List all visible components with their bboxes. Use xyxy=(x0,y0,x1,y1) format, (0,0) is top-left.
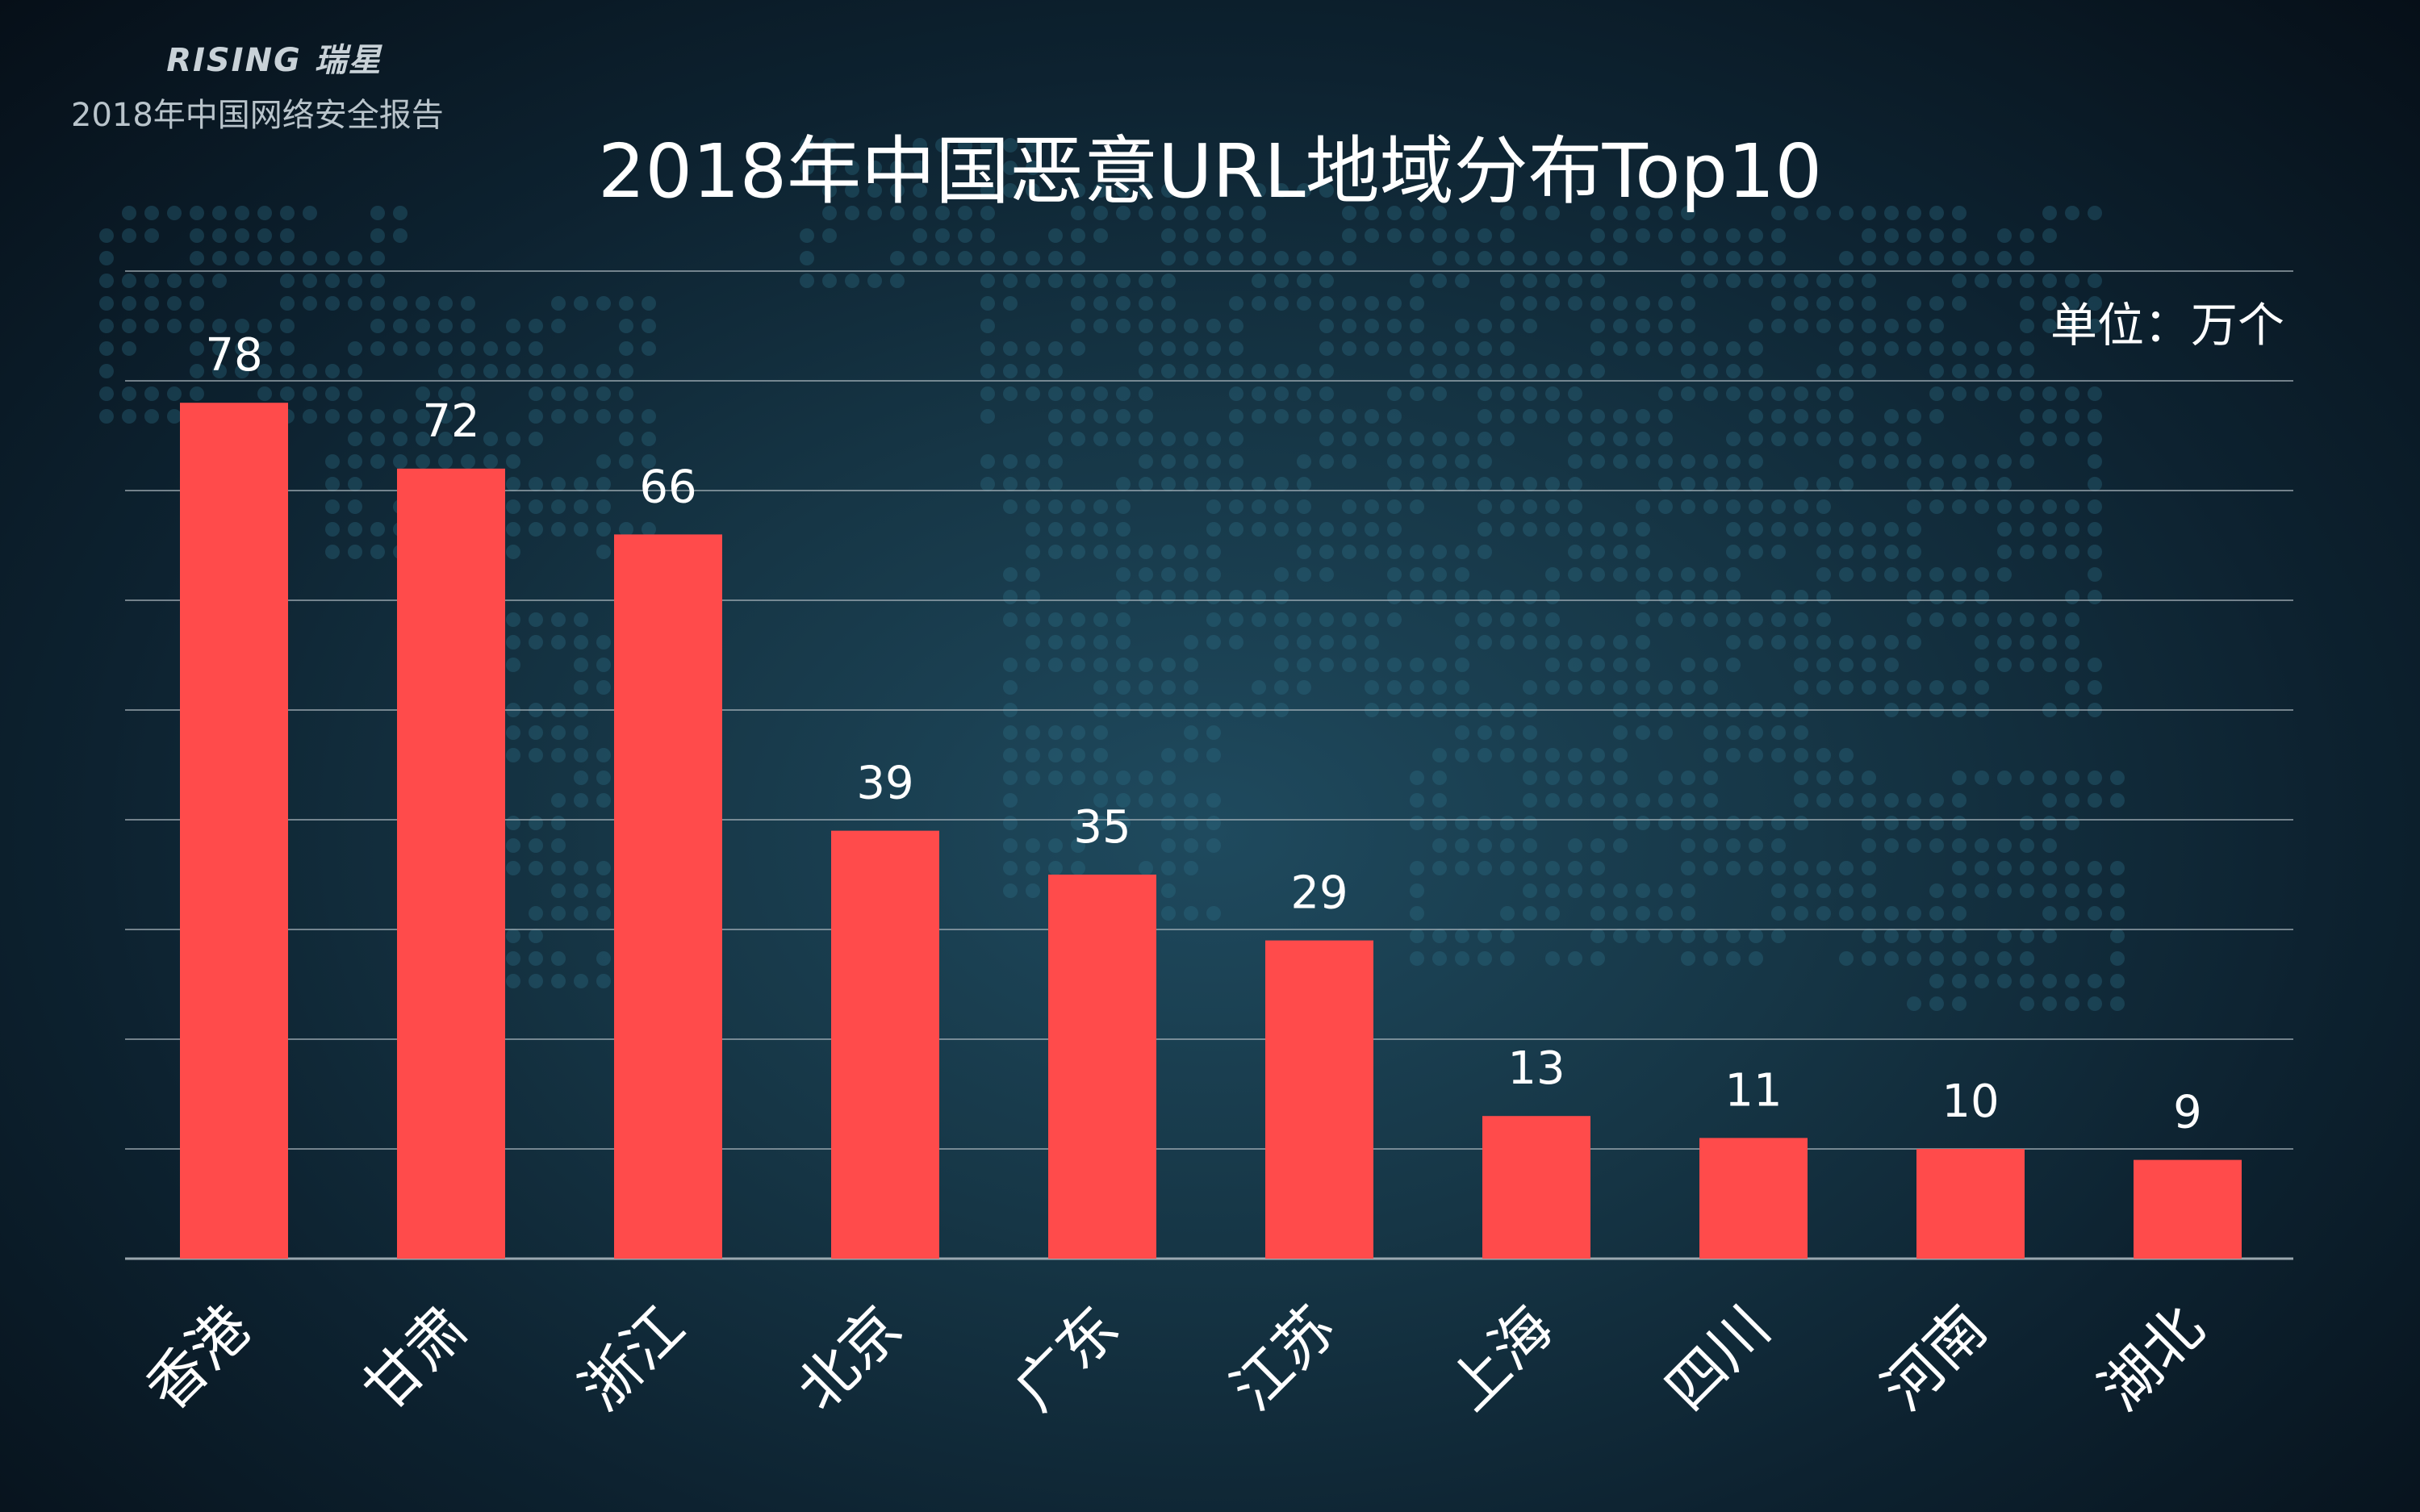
bar-6 xyxy=(1265,940,1373,1259)
x-tick-label-9: 河南 xyxy=(1870,1293,2000,1423)
chart-title: 2018年中国恶意URL地域分布Top10 xyxy=(598,128,1822,215)
x-tick-label-5: 广东 xyxy=(1001,1293,1131,1423)
bar-3 xyxy=(614,534,722,1259)
data-label-3: 66 xyxy=(639,461,696,513)
x-tick-label-3: 浙江 xyxy=(567,1293,697,1423)
x-tick-label-4: 北京 xyxy=(784,1293,914,1423)
data-label-8: 11 xyxy=(1724,1064,1782,1117)
data-label-1: 78 xyxy=(205,329,262,382)
x-tick-label-8: 四川 xyxy=(1653,1293,1783,1423)
x-tick-label-1: 香港 xyxy=(133,1293,263,1423)
x-tick-label-10: 湖北 xyxy=(2087,1293,2217,1423)
report-name: 2018年中国网络安全报告 xyxy=(71,97,444,134)
bar-10 xyxy=(2134,1159,2242,1259)
data-label-6: 29 xyxy=(1290,867,1348,920)
x-tick-label-6: 江苏 xyxy=(1218,1293,1348,1423)
x-tick-label-7: 上海 xyxy=(1436,1293,1565,1423)
brand-logo: RISING 瑞星 xyxy=(166,42,382,79)
bar-4 xyxy=(831,830,939,1259)
data-label-10: 9 xyxy=(2173,1087,2202,1139)
bar-1 xyxy=(180,403,288,1259)
bar-5 xyxy=(1048,875,1156,1259)
data-label-2: 72 xyxy=(422,395,479,448)
x-tick-label-2: 甘肃 xyxy=(350,1293,480,1423)
bar-7 xyxy=(1482,1116,1590,1259)
bar-2 xyxy=(397,468,505,1259)
unit-label: 单位：万个 xyxy=(2050,298,2284,353)
data-label-9: 10 xyxy=(1941,1076,1999,1128)
bar-9 xyxy=(1916,1149,2025,1259)
data-label-5: 35 xyxy=(1073,801,1131,854)
bar-8 xyxy=(1699,1138,1808,1259)
data-label-7: 13 xyxy=(1507,1042,1565,1095)
data-label-4: 39 xyxy=(856,758,913,810)
